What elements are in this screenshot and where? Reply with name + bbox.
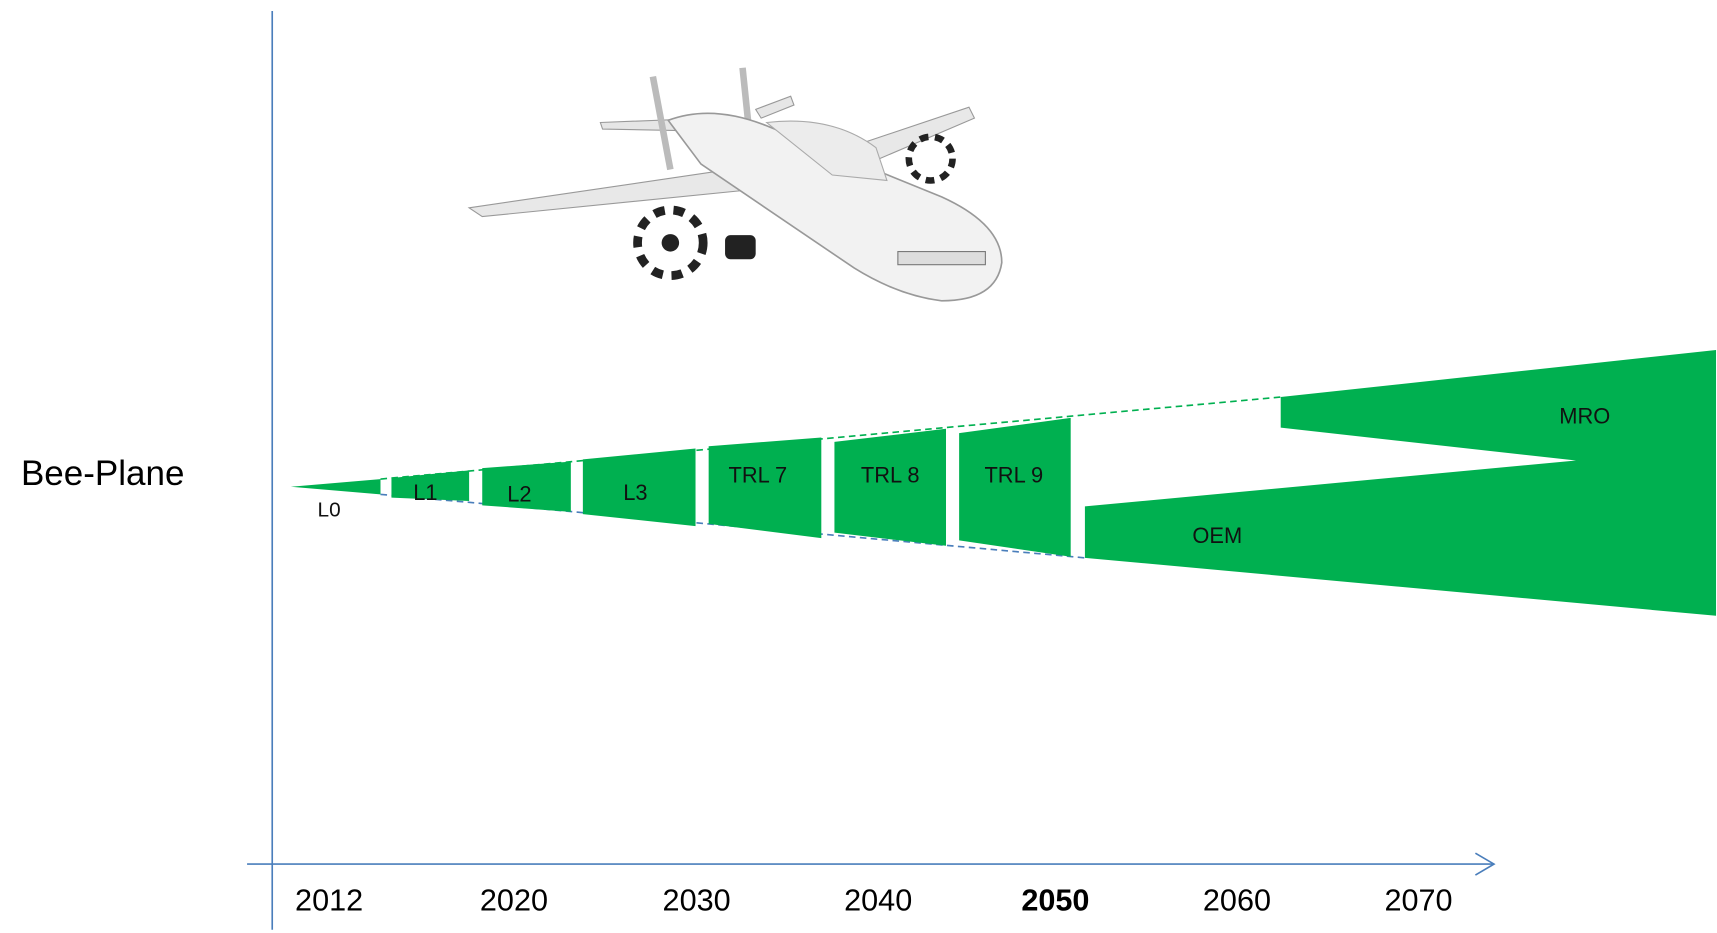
year-label: 2012 [295,883,363,917]
year-label: 2060 [1203,883,1271,917]
phase-label: TRL 8 [861,463,920,488]
phase-segment [391,470,470,501]
airplane-illustration [467,67,1003,302]
phase-label: TRL 7 [729,463,788,488]
row-label: Bee-Plane [21,454,184,493]
axis-arrow [1474,852,1496,876]
upper-guide [380,396,1281,480]
year-label: 2070 [1384,883,1452,917]
phase-label: TRL 9 [984,463,1043,488]
year-label: 2030 [663,883,731,917]
phase-segment [834,428,947,546]
phase-segment [582,448,696,527]
phase-segment [1084,460,1717,616]
phase-segment [708,437,822,539]
phase-label: L2 [507,481,531,506]
year-label: 2050 [1021,883,1089,917]
phase-label: L3 [623,480,647,505]
phase-label: L0 [318,498,341,521]
phase-segment [290,479,381,495]
phase-segment [959,417,1071,557]
year-label: 2020 [480,883,548,917]
phase-label: L1 [413,480,437,505]
year-label: 2040 [844,883,912,917]
phase-label: OEM [1192,523,1242,548]
phase-segment [1280,350,1717,461]
phase-segment [482,461,571,512]
phase-label: MRO [1559,404,1610,429]
